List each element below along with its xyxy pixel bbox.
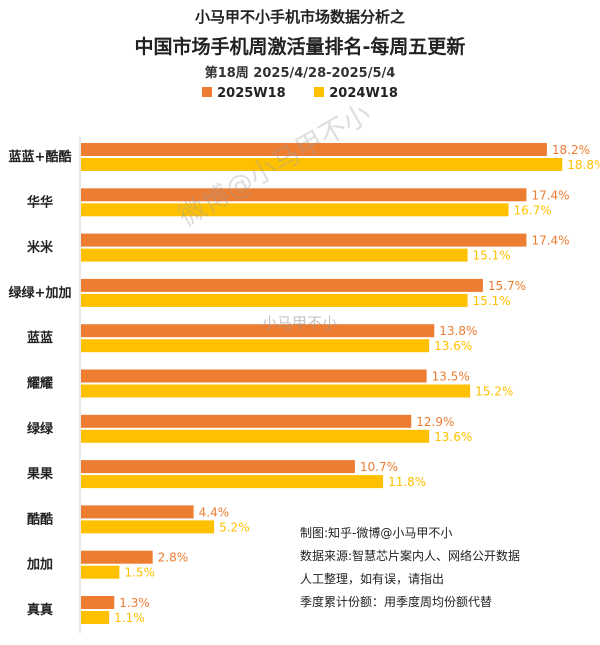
chart-legend: 2025W18 2024W18 xyxy=(0,86,600,101)
bar-2025 xyxy=(81,233,527,247)
data-label: 15.2% xyxy=(475,385,513,399)
data-label: 13.8% xyxy=(439,324,477,338)
bar-2025 xyxy=(81,414,412,428)
category-label: 华华 xyxy=(27,194,53,210)
legend-swatch-2025 xyxy=(202,87,213,97)
legend-label-2024: 2024W18 xyxy=(329,86,398,101)
data-label: 1.5% xyxy=(124,566,154,580)
data-label: 15.7% xyxy=(488,279,526,293)
legend-item-2024: 2024W18 xyxy=(314,86,398,101)
data-label: 18.2% xyxy=(552,143,590,157)
data-label: 16.7% xyxy=(514,203,552,217)
bar-2024 xyxy=(81,520,215,534)
bar-2025 xyxy=(81,550,153,564)
data-label: 15.1% xyxy=(473,294,511,308)
category-label: 真真 xyxy=(27,602,53,618)
category-label: 米米 xyxy=(27,240,54,256)
data-label: 4.4% xyxy=(199,505,230,519)
data-label: 18.8% xyxy=(567,158,600,172)
category-label: 蓝蓝 xyxy=(27,330,53,346)
bar-2025 xyxy=(81,188,527,202)
data-label: 1.3% xyxy=(119,596,150,610)
category-label: 蓝蓝+酷酷 xyxy=(9,149,72,165)
data-label: 13.5% xyxy=(432,370,470,384)
bar-2025 xyxy=(81,505,194,519)
category-label: 加加 xyxy=(26,558,53,573)
chart-notes: 制图:知乎-微博@小马甲不小 数据来源:智慧芯片案内人、网络公开数据 人工整理，… xyxy=(300,522,520,614)
category-label: 果果 xyxy=(26,467,53,482)
legend-label-2025: 2025W18 xyxy=(217,86,286,101)
chart-title: 中国市场手机周激活量排名-每周五更新 xyxy=(134,36,466,58)
bar-2024 xyxy=(81,429,430,443)
note-line: 数据来源:智慧芯片案内人、网络公开数据 xyxy=(300,549,521,563)
data-label: 1.1% xyxy=(114,611,145,625)
category-label: 酷酷 xyxy=(27,511,53,527)
chart-subtitle: 第18周 2025/4/28-2025/5/4 xyxy=(204,66,396,81)
note-line: 人工整理，如有误，请指出 xyxy=(300,572,445,586)
bar-2024 xyxy=(81,158,563,171)
bar-2024 xyxy=(81,384,471,398)
bar-2024 xyxy=(81,611,110,624)
category-label: 绿绿+加加 xyxy=(9,285,72,301)
data-label: 2.8% xyxy=(158,551,189,565)
note-line: 制图:知乎-微博@小马甲不小 xyxy=(300,526,453,540)
bar-2024 xyxy=(81,475,384,489)
bar-2025 xyxy=(81,369,427,383)
bar-2025 xyxy=(81,143,547,156)
bar-2024 xyxy=(81,248,468,262)
bar-2024 xyxy=(81,565,120,579)
data-label: 12.9% xyxy=(416,415,454,429)
bar-2025 xyxy=(81,278,483,292)
bar-2024 xyxy=(81,203,509,217)
data-label: 15.1% xyxy=(473,249,511,263)
category-label: 耀耀 xyxy=(26,377,53,392)
bar-2024 xyxy=(81,339,430,353)
legend-item-2025: 2025W18 xyxy=(202,86,286,101)
data-label: 11.8% xyxy=(388,475,426,489)
data-label: 10.7% xyxy=(360,460,398,474)
bar-2025 xyxy=(81,460,355,474)
category-label: 绿绿 xyxy=(27,421,54,437)
bar-2024 xyxy=(81,293,468,307)
bar-2025 xyxy=(81,596,115,609)
data-label: 13.6% xyxy=(434,339,472,353)
data-label: 13.6% xyxy=(434,430,472,444)
chart-supertitle: 小马甲不小手机市场数据分析之 xyxy=(194,8,405,26)
bar-2025 xyxy=(81,324,435,338)
note-line: 季度累计份额：用季度周均份额代替 xyxy=(300,595,493,609)
data-label: 17.4% xyxy=(531,234,569,248)
watermark-center: 小马甲不小 xyxy=(262,314,338,332)
data-label: 17.4% xyxy=(531,188,569,202)
data-label: 5.2% xyxy=(219,520,250,534)
legend-swatch-2024 xyxy=(314,87,325,97)
